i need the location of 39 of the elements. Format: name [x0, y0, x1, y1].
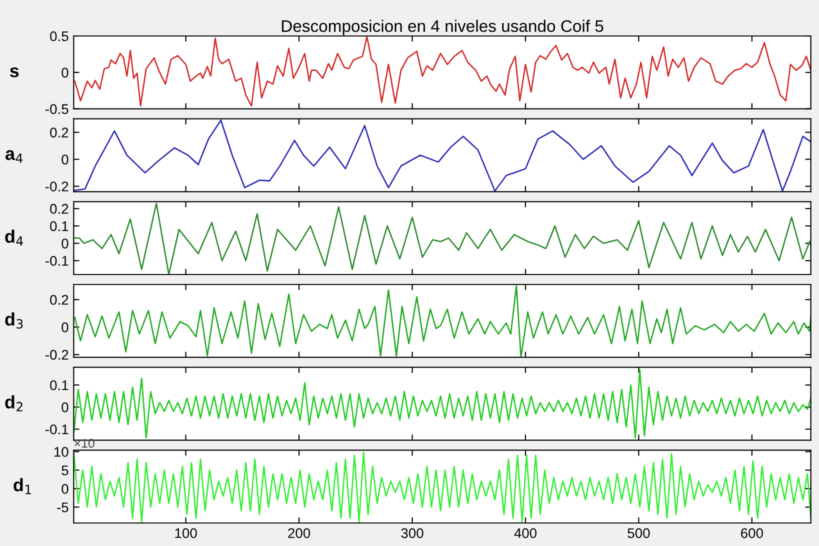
y-tick-label: 0 [62, 402, 68, 412]
y-tick-label: 0.2 [50, 204, 68, 214]
y-tick-label: -0.1 [46, 256, 68, 266]
y-tick-label: 0.1 [50, 221, 68, 232]
y-tick-label: -0.2 [46, 182, 68, 192]
y-axis-title: d$_{4}$ [5, 230, 23, 246]
y-tick-label: 0.5 [50, 31, 68, 42]
y-tick-label: -0.2 [46, 350, 68, 360]
y-tick-label: -0.1 [46, 424, 68, 434]
y-tick-label: -0.5 [46, 104, 68, 114]
y-tick-label: 0.2 [50, 128, 68, 138]
x-tick-label: 400 [514, 528, 537, 538]
y-axis-title: d$_{3}$ [5, 312, 23, 329]
y-axis-title: d$_{2}$ [5, 395, 22, 412]
x-tick-label: 200 [288, 528, 310, 538]
y-axis-title: a$_{4}$ [6, 150, 23, 163]
y-axis-title: s [10, 67, 19, 78]
line-series [74, 119, 811, 192]
y-axis-title: d$_{1}$ [14, 478, 31, 494]
y-tick-label: 0 [62, 238, 68, 248]
line-series [74, 285, 811, 358]
line-series [74, 450, 811, 523]
x-tick-label: 300 [401, 528, 424, 538]
y-tick-label: 5 [62, 466, 68, 476]
y-tick-label: 0.2 [50, 294, 68, 305]
x-tick-label: 500 [628, 528, 650, 538]
y-tick-label: 0 [62, 68, 68, 78]
line-series [74, 202, 811, 274]
y-tick-label: 0 [62, 322, 68, 332]
line-series [74, 36, 811, 107]
chart-title: Descomposicion en 4 niveles usando Coif 5 [282, 20, 604, 36]
y-tick-label: 10 [54, 446, 68, 457]
x-tick-label: 100 [175, 528, 197, 538]
x-tick-label: 600 [741, 528, 763, 538]
y-tick-label: 0 [62, 154, 68, 164]
y-tick-label: -5 [57, 502, 68, 512]
y-tick-label: 0.1 [50, 380, 68, 390]
y-tick-label: 0 [62, 484, 68, 494]
line-series [74, 368, 811, 439]
